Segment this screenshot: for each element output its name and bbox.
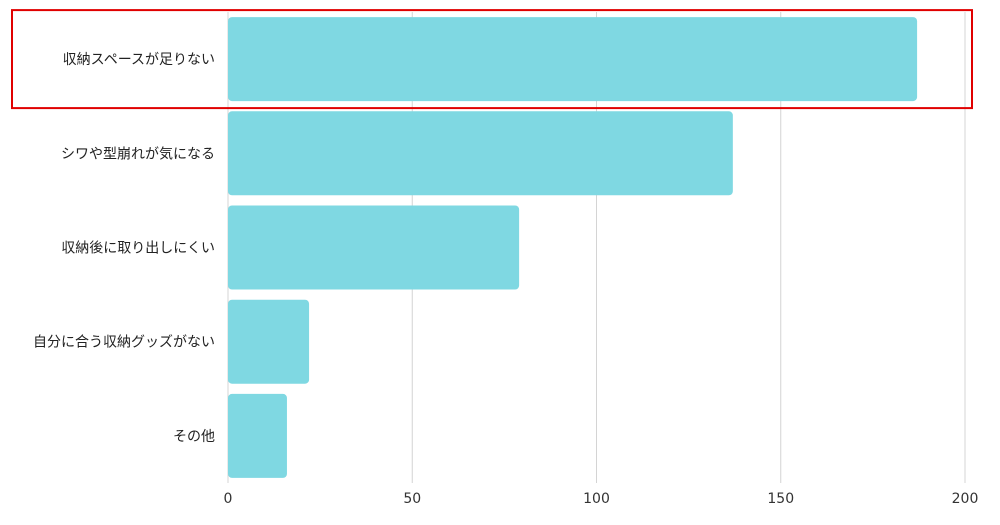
category-label: 収納スペースが足りない <box>63 52 215 68</box>
category-label: 自分に合う収納グッズがない <box>33 335 215 351</box>
bar <box>228 111 733 196</box>
x-tick-label: 200 <box>952 491 979 507</box>
highlight-frame <box>11 9 973 110</box>
bar <box>228 205 520 290</box>
category-label: 収納後に取り出しにくい <box>61 241 215 257</box>
x-axis-tick-labels: 0 50 100 150 200 <box>224 491 979 507</box>
x-tick-label: 50 <box>403 491 421 507</box>
category-label: その他 <box>173 429 215 445</box>
x-tick-label: 150 <box>767 491 794 507</box>
category-label: シワや型崩れが気になる <box>61 146 215 162</box>
highlight-box <box>11 9 973 110</box>
bars <box>228 17 918 478</box>
category-labels: 収納スペースが足りないシワや型崩れが気になる収納後に取り出しにくい自分に合う収納… <box>33 52 215 445</box>
bar <box>228 299 310 384</box>
x-tick-label: 0 <box>224 491 233 507</box>
bar <box>228 17 918 102</box>
bar <box>228 393 287 478</box>
x-tick-label: 100 <box>583 491 610 507</box>
